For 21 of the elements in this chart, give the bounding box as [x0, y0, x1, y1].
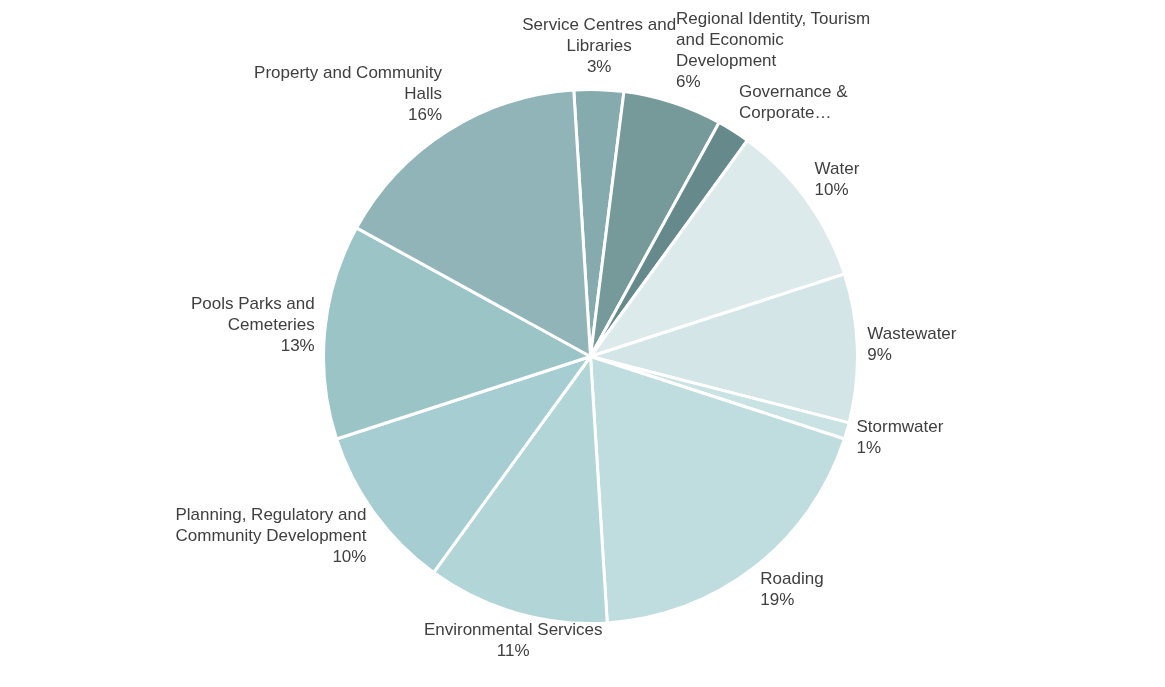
- slice-label: Regional Identity, Tourism and Economic Development: [676, 9, 871, 71]
- slice-label: Property and Community Halls: [254, 62, 443, 103]
- slice-label: Environmental Services: [423, 619, 603, 639]
- data-label: 13%: [280, 336, 315, 356]
- slice-label: Service Centres and Libraries: [522, 14, 677, 55]
- slice-label: Water: [814, 158, 860, 178]
- data-label: 11%: [496, 640, 530, 660]
- slice-label: Roading: [760, 569, 824, 589]
- slice-label: Planning, Regulatory and Community Development: [175, 504, 367, 545]
- slice-label: Governance & Corporate…: [738, 82, 849, 123]
- data-label: 6%: [676, 72, 701, 92]
- slice-label: Wastewater: [867, 324, 957, 344]
- data-label: 19%: [760, 590, 795, 610]
- data-label: 10%: [814, 179, 849, 199]
- data-label: 1%: [856, 437, 882, 457]
- slice-label: Stormwater: [856, 416, 944, 436]
- data-label: 16%: [408, 104, 443, 124]
- data-label: 9%: [867, 345, 892, 365]
- slice-label: Pools Parks and Cemeteries: [190, 294, 315, 335]
- data-label: 3%: [586, 56, 612, 76]
- data-label: 10%: [332, 546, 367, 566]
